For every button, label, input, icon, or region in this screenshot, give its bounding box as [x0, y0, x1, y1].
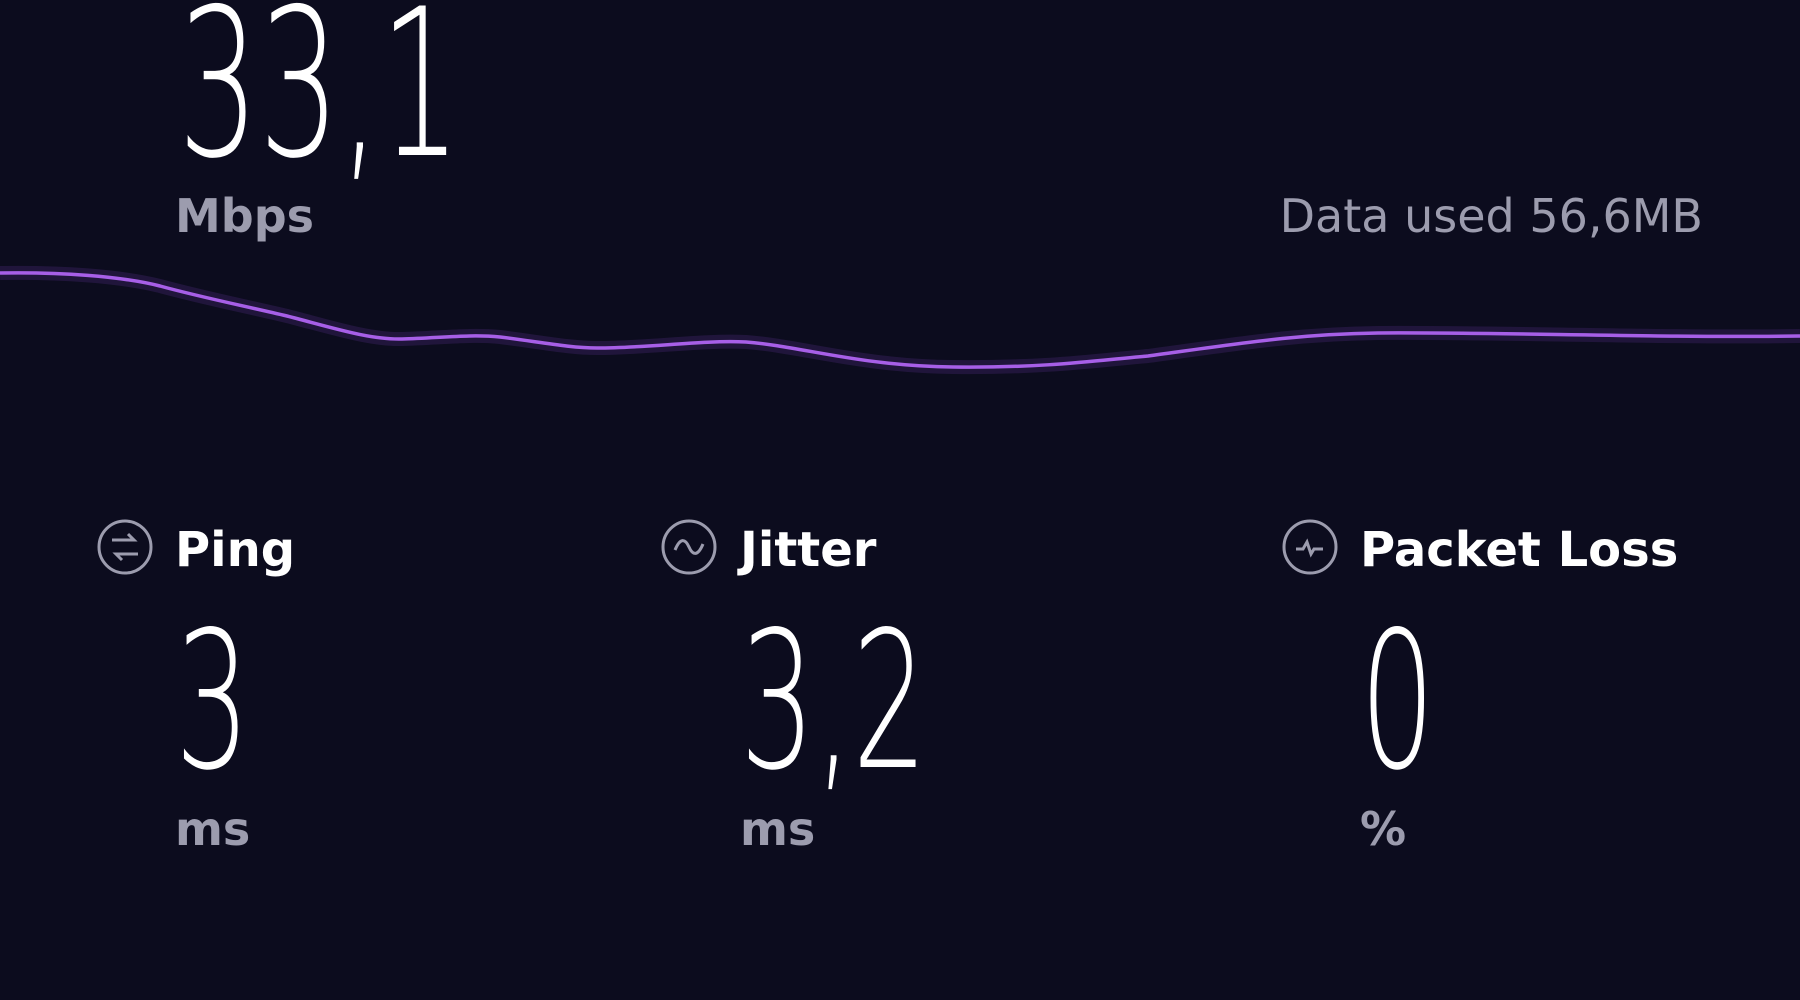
metric-label: Ping: [175, 522, 295, 578]
jitter-icon: [661, 519, 717, 575]
speed-trace-glow: [0, 265, 1800, 375]
metric-value: 3: [175, 592, 250, 813]
data-used: Data used 56,6MB: [1280, 189, 1703, 243]
metric-unit: ms: [740, 802, 815, 856]
metric-label: Packet Loss: [1360, 522, 1678, 578]
download-value-group: 33,1: [176, 0, 462, 206]
metric-value-group: 0: [1358, 590, 1436, 814]
metric-value: 3,2: [740, 592, 927, 813]
metric-value-group: 3,2: [738, 590, 928, 814]
download-value: 33,1: [178, 0, 461, 204]
metric-label: Jitter: [737, 522, 877, 578]
metric-unit: %: [1360, 802, 1406, 856]
speed-trace: [0, 271, 1800, 369]
metric-value-group: 3: [173, 590, 251, 814]
ping-icon: [97, 519, 153, 575]
packet-loss-icon: [1282, 519, 1338, 575]
metric-value: 0: [1360, 592, 1435, 813]
download-unit: Mbps: [175, 189, 314, 243]
metric-unit: ms: [175, 802, 250, 856]
